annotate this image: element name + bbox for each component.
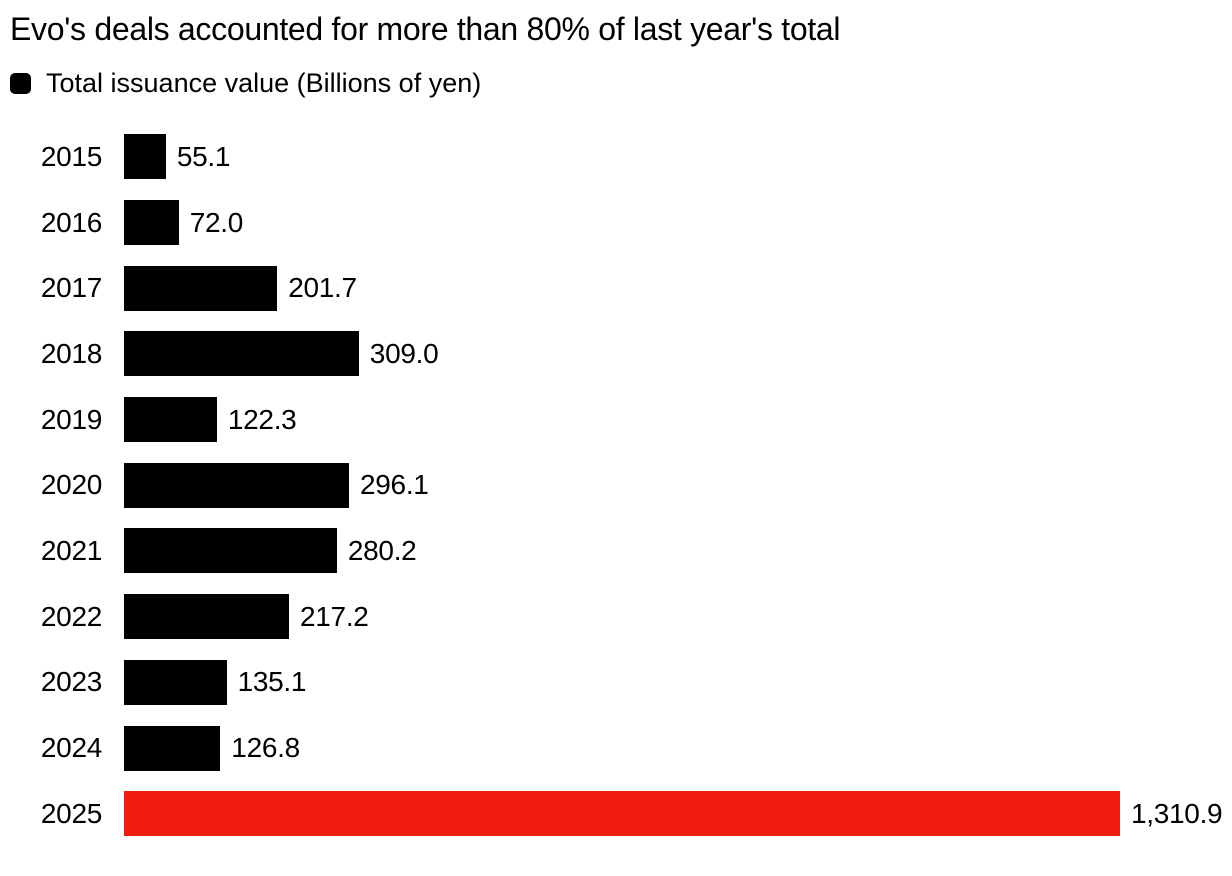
chart-row: 2022 217.2 — [0, 584, 1232, 650]
year-label: 2022 — [40, 600, 102, 632]
chart-row: 2017 201.7 — [0, 255, 1232, 321]
value-label: 122.3 — [227, 403, 297, 435]
legend: Total issuance value (Billions of yen) — [10, 67, 482, 98]
bar-area: 135.1 — [124, 659, 1232, 705]
chart-row: 2020 296.1 — [0, 452, 1232, 518]
bar-area: 122.3 — [124, 397, 1232, 443]
bar-area: 126.8 — [124, 725, 1232, 771]
chart-row: 2016 72.0 — [0, 190, 1232, 256]
bar — [124, 331, 359, 377]
year-label: 2025 — [40, 797, 102, 829]
bar — [124, 659, 227, 705]
year-label: 2015 — [40, 140, 102, 172]
legend-marker-icon — [10, 72, 31, 94]
value-label: 72.0 — [189, 206, 244, 238]
bar — [124, 725, 221, 771]
chart-row: 2019 122.3 — [0, 387, 1232, 453]
bar-area: 55.1 — [124, 134, 1232, 180]
year-label: 2021 — [40, 534, 102, 566]
value-label: 135.1 — [237, 666, 307, 698]
chart-row: 2024 126.8 — [0, 715, 1232, 781]
bar — [124, 462, 349, 508]
year-label: 2019 — [40, 403, 102, 435]
legend-label: Total issuance value (Billions of yen) — [46, 67, 482, 98]
bar-area: 1,310.9 — [124, 791, 1232, 837]
bar — [124, 791, 1120, 837]
chart-row: 2021 280.2 — [0, 518, 1232, 584]
value-label: 1,310.9 — [1131, 797, 1223, 829]
year-label: 2018 — [40, 337, 102, 369]
bar-area: 280.2 — [124, 528, 1232, 574]
page-title: Evo's deals accounted for more than 80% … — [10, 11, 841, 47]
bar — [124, 265, 278, 311]
year-label: 2020 — [40, 469, 102, 501]
bar-area: 296.1 — [124, 462, 1232, 508]
value-label: 309.0 — [369, 337, 439, 369]
year-label: 2023 — [40, 666, 102, 698]
value-label: 55.1 — [176, 140, 231, 172]
year-label: 2017 — [40, 272, 102, 304]
value-label: 201.7 — [288, 272, 357, 304]
bar — [124, 200, 179, 246]
bar-area: 201.7 — [124, 265, 1232, 311]
chart-row: 2025 1,310.9 — [0, 781, 1232, 847]
chart-row: 2018 309.0 — [0, 321, 1232, 387]
bar-area: 309.0 — [124, 331, 1232, 377]
bar — [124, 528, 337, 574]
value-label: 217.2 — [300, 600, 369, 632]
bar-area: 217.2 — [124, 594, 1232, 640]
bar — [124, 397, 217, 443]
value-label: 296.1 — [360, 469, 429, 501]
bar — [124, 134, 166, 180]
year-label: 2016 — [40, 206, 102, 238]
bar — [124, 594, 289, 640]
year-label: 2024 — [40, 732, 102, 764]
chart: 2015 55.1 2016 72.0 2017 201.7 2018 309.0 2019 12… — [0, 124, 1232, 847]
value-label: 280.2 — [347, 534, 417, 566]
chart-row: 2023 135.1 — [0, 650, 1232, 716]
bar-area: 72.0 — [124, 200, 1232, 246]
value-label: 126.8 — [231, 732, 300, 764]
chart-row: 2015 55.1 — [0, 124, 1232, 190]
